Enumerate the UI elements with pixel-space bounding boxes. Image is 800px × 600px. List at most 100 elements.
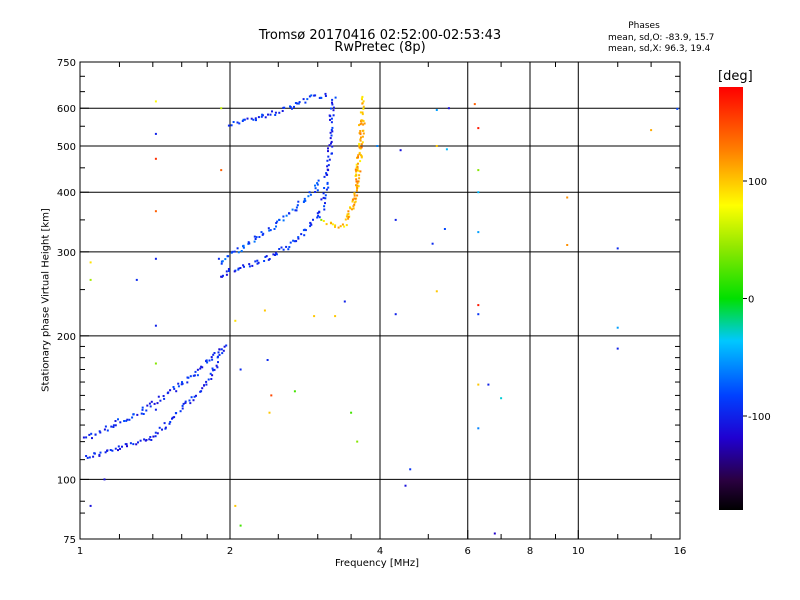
- trace-point: [217, 361, 219, 364]
- trace-point: [82, 436, 85, 439]
- trace-point: [324, 92, 327, 95]
- x-tick-label: 16: [674, 546, 687, 557]
- trace-point: [274, 111, 277, 114]
- scatter-point: [154, 132, 157, 135]
- trace-point: [182, 402, 185, 405]
- trace-point: [233, 270, 236, 273]
- scatter-point: [220, 107, 223, 110]
- trace-point: [358, 174, 361, 177]
- trace-point: [225, 270, 228, 273]
- trace-point: [327, 186, 330, 189]
- trace-point: [359, 139, 362, 142]
- trace-point: [220, 348, 223, 351]
- trace-point: [261, 113, 264, 116]
- trace-point: [349, 207, 352, 210]
- trace-point: [240, 250, 243, 252]
- trace-point: [308, 95, 311, 98]
- trace-point: [294, 102, 297, 104]
- trace-point: [271, 110, 273, 113]
- trace-point: [213, 368, 216, 371]
- trace-point: [322, 192, 325, 195]
- trace-point: [248, 265, 251, 268]
- trace-point: [298, 101, 301, 104]
- trace-point: [253, 235, 256, 238]
- scatter-point: [154, 210, 157, 213]
- trace-point: [139, 439, 142, 442]
- trace-point: [282, 215, 285, 218]
- trace-point: [227, 124, 230, 127]
- trace-point: [211, 358, 214, 361]
- trace-point: [325, 173, 328, 176]
- trace-point: [236, 121, 239, 124]
- trace-point: [355, 178, 358, 181]
- scatter-point: [477, 191, 480, 194]
- trace-point: [359, 138, 362, 141]
- trace-point: [109, 449, 112, 451]
- scatter-point: [566, 244, 569, 246]
- trace-point: [274, 114, 277, 116]
- trace-point: [278, 248, 281, 250]
- scatter-point: [89, 504, 92, 507]
- trace-point: [181, 382, 184, 385]
- y-tick-label: 75: [63, 535, 76, 546]
- trace-point: [177, 382, 180, 385]
- trace-point: [297, 236, 300, 239]
- trace-point: [163, 422, 166, 425]
- trace-point: [157, 395, 160, 398]
- trace-point: [142, 413, 145, 415]
- trace-point: [313, 94, 316, 97]
- trace-point: [355, 170, 358, 173]
- trace-point: [356, 169, 359, 172]
- trace-point: [112, 426, 115, 428]
- scatter-point: [616, 347, 619, 350]
- trace-point: [316, 183, 319, 186]
- trace-point: [359, 123, 362, 126]
- trace-point: [280, 246, 283, 249]
- trace-point: [292, 239, 295, 242]
- y-tick-label: 300: [57, 248, 76, 259]
- trace-point: [322, 220, 325, 222]
- trace-point: [329, 118, 331, 121]
- trace-point: [360, 97, 363, 100]
- trace-point: [287, 248, 290, 251]
- trace-point: [346, 213, 349, 216]
- trace-point: [181, 407, 184, 410]
- trace-point: [162, 395, 165, 397]
- trace-point: [273, 228, 276, 230]
- trace-point: [268, 258, 271, 260]
- trace-point: [88, 456, 91, 459]
- trace-point: [357, 169, 360, 172]
- trace-point: [297, 237, 300, 240]
- trace-point: [242, 246, 245, 249]
- trace-point: [351, 200, 354, 203]
- trace-point: [306, 98, 309, 101]
- y-tick-label: 750: [57, 58, 76, 69]
- trace-point: [320, 96, 323, 99]
- trace-point: [285, 214, 288, 217]
- trace-point: [237, 251, 240, 254]
- trace-point: [233, 250, 236, 253]
- trace-point: [331, 98, 334, 101]
- trace-point: [137, 441, 139, 444]
- scatter-point: [650, 129, 653, 132]
- scatter-point: [477, 383, 480, 386]
- trace-point: [104, 451, 107, 454]
- trace-point: [359, 111, 362, 114]
- scatter-point: [566, 196, 569, 199]
- trace-point: [318, 211, 321, 214]
- trace-point: [325, 223, 328, 226]
- trace-point: [262, 232, 265, 235]
- y-tick-label: 400: [57, 188, 76, 199]
- trace-point: [360, 154, 362, 157]
- trace-point: [304, 199, 307, 202]
- trace-point: [328, 158, 331, 161]
- trace-point: [356, 187, 359, 190]
- trace-point: [106, 429, 109, 432]
- trace-point: [132, 443, 135, 446]
- trace-point: [325, 172, 328, 175]
- trace-point: [221, 352, 224, 355]
- trace-point: [187, 376, 190, 379]
- trace-point: [112, 424, 115, 427]
- trace-point: [159, 399, 162, 402]
- trace-point: [205, 359, 208, 362]
